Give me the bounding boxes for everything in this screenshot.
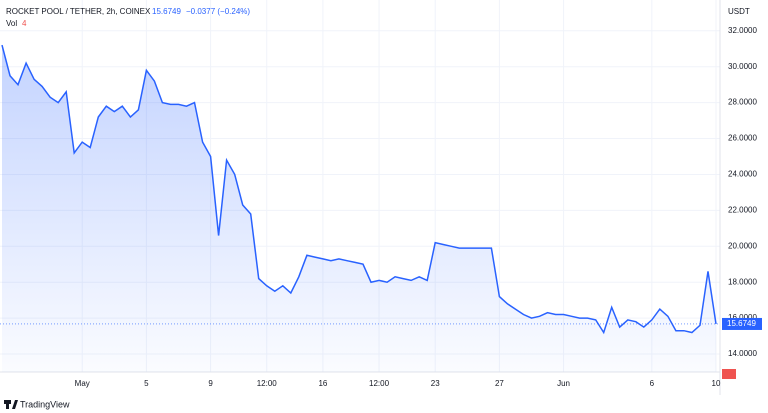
currency-unit: USDT — [728, 7, 750, 16]
brand: TradingView — [20, 399, 70, 409]
x-tick-label: 6 — [650, 379, 655, 388]
volume-tag — [722, 369, 736, 379]
x-tick-label: May — [75, 379, 90, 388]
x-tick-label: 12:00 — [257, 379, 278, 388]
x-tick-label: 10 — [712, 379, 721, 388]
x-tick-label: 23 — [431, 379, 440, 388]
y-tick-label: 26.0000 — [728, 134, 757, 143]
y-tick-label: 18.0000 — [728, 277, 757, 286]
price-change: −0.0377 (−0.24%) — [186, 7, 250, 16]
area-fill — [2, 45, 716, 372]
y-tick-label: 20.0000 — [728, 241, 757, 250]
x-tick-label: 12:00 — [369, 379, 390, 388]
y-tick-label: 32.0000 — [728, 26, 757, 35]
price-tag: 15.6749 — [727, 319, 756, 328]
y-tick-label: 28.0000 — [728, 98, 757, 107]
y-tick-label: 30.0000 — [728, 62, 757, 71]
x-tick-label: 9 — [208, 379, 213, 388]
x-tick-label: 16 — [318, 379, 327, 388]
y-tick-label: 16.0000 — [728, 313, 757, 322]
y-tick-label: 24.0000 — [728, 170, 757, 179]
price-line — [1, 44, 717, 335]
last-price: 15.6749 — [152, 7, 181, 16]
x-tick-label: 5 — [144, 379, 149, 388]
x-tick-label: Jun — [557, 379, 570, 388]
y-tick-label: 14.0000 — [728, 349, 757, 358]
x-tick-label: 27 — [495, 379, 504, 388]
tradingview-logo: TradingView — [4, 399, 70, 409]
price-tag-box — [722, 317, 762, 330]
volume-label: Vol — [6, 19, 17, 28]
y-tick-label: 22.0000 — [728, 205, 757, 214]
volume-value: 4 — [22, 19, 27, 28]
symbol-title: ROCKET POOL / TETHER, 2h, COINEX — [6, 7, 151, 16]
labels: 14.0000 16.0000 18.0000 20.0000 22.0000 24.00… — [0, 26, 762, 388]
